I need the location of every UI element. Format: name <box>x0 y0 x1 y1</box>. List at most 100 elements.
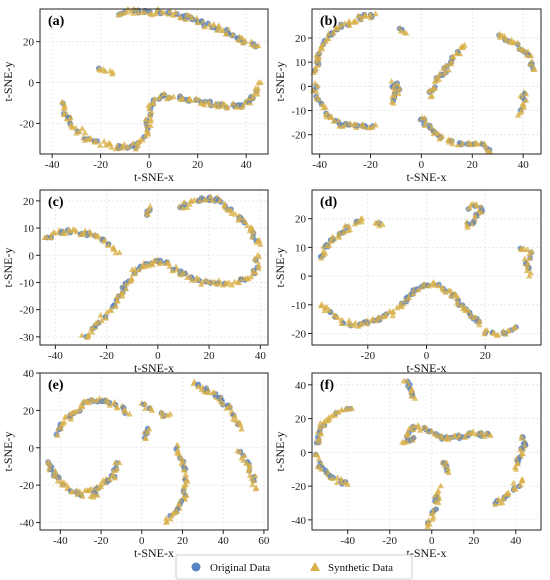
synthetic-point <box>325 307 333 313</box>
synthetic-point <box>481 433 488 439</box>
cluster-4 <box>425 41 468 100</box>
synthetic-point <box>255 237 262 244</box>
synthetic-point <box>103 309 111 315</box>
cluster-0 <box>115 5 262 50</box>
cluster-5 <box>424 482 444 530</box>
synthetic-point <box>358 218 365 225</box>
synthetic-point <box>236 448 244 455</box>
synthetic-point <box>186 200 193 207</box>
synthetic-point <box>411 394 419 401</box>
synthetic-point <box>390 99 397 106</box>
x-tick-label: -20 <box>360 350 375 362</box>
legend-original-marker <box>191 562 201 572</box>
synthetic-point <box>459 140 466 146</box>
y-tick-label: 10 <box>295 242 307 254</box>
synthetic-point <box>54 477 62 484</box>
panel-label: (f) <box>320 378 334 393</box>
synthetic-point <box>372 121 379 128</box>
y-tick-label: 0 <box>301 271 307 283</box>
synthetic-point <box>514 111 522 118</box>
cluster-1 <box>310 80 379 131</box>
y-tick-label: 20 <box>23 405 35 417</box>
synthetic-point <box>143 126 151 133</box>
synthetic-point <box>461 41 468 48</box>
synthetic-point <box>46 464 53 471</box>
synthetic-point <box>172 9 179 15</box>
synthetic-point <box>121 406 128 413</box>
synthetic-point <box>495 331 502 338</box>
synthetic-point <box>223 30 230 37</box>
synthetic-point <box>43 234 50 240</box>
synthetic-point <box>510 325 517 332</box>
y-tick-label: -10 <box>19 277 34 289</box>
cluster-7 <box>514 88 530 118</box>
synthetic-point <box>483 430 490 436</box>
axes-frame <box>311 8 542 155</box>
synthetic-point <box>237 421 244 428</box>
synthetic-point <box>409 388 416 395</box>
synthetic-point <box>348 405 356 411</box>
synthetic-point <box>352 18 360 25</box>
cluster-3 <box>141 425 153 441</box>
synthetic-point <box>518 433 525 440</box>
synthetic-point <box>476 317 483 324</box>
synthetic-point <box>318 45 326 52</box>
synthetic-point <box>442 62 450 68</box>
synthetic-point <box>437 482 444 489</box>
synthetic-point <box>206 279 213 285</box>
synthetic-point <box>114 297 121 304</box>
synthetic-point <box>482 327 489 334</box>
synthetic-point <box>177 14 184 20</box>
synthetic-point <box>178 460 185 466</box>
synthetic-point <box>345 222 352 229</box>
x-axis-label: t-SNE-x <box>134 361 174 375</box>
synthetic-point <box>376 315 383 321</box>
synthetic-point <box>528 61 535 67</box>
synthetic-point <box>161 90 168 97</box>
synthetic-point <box>88 328 96 335</box>
synthetic-point <box>445 66 452 73</box>
synthetic-point <box>422 118 430 125</box>
panel-a: -40 -20 0 20 40 -20 0 20 t-SNE-x t-SNE-y (a) <box>1 5 269 184</box>
synthetic-point <box>338 320 345 326</box>
cluster-8 <box>392 80 403 96</box>
synthetic-point <box>473 201 480 207</box>
synthetic-point <box>79 125 86 131</box>
synthetic-point <box>318 301 326 308</box>
synthetic-point <box>94 319 101 326</box>
synthetic-point <box>434 130 442 136</box>
y-tick-label: -20 <box>291 481 306 493</box>
synthetic-point <box>190 380 197 387</box>
synthetic-point <box>147 122 154 129</box>
synthetic-point <box>223 103 230 110</box>
synthetic-point <box>255 261 262 268</box>
y-tick-label: 10 <box>23 223 35 235</box>
synthetic-point <box>180 199 188 205</box>
synthetic-point <box>124 143 131 150</box>
synthetic-point <box>445 469 452 476</box>
cluster-6 <box>512 433 529 472</box>
synthetic-point <box>382 311 389 318</box>
legend-original-label: Original Data <box>210 562 270 574</box>
y-tick-label: 0 <box>29 78 35 90</box>
synthetic-point <box>521 245 528 252</box>
synthetic-point <box>402 29 410 36</box>
synthetic-point <box>435 76 443 82</box>
synthetic-point <box>321 307 328 313</box>
synthetic-point <box>346 317 353 324</box>
synthetic-point <box>414 422 422 428</box>
synthetic-point <box>469 428 477 435</box>
synthetic-point <box>132 145 139 152</box>
synthetic-point <box>329 475 336 481</box>
synthetic-point <box>358 215 366 222</box>
synthetic-point <box>142 116 149 122</box>
x-tick-label: -20 <box>363 159 378 171</box>
synthetic-point <box>447 287 455 294</box>
synthetic-point <box>257 79 264 85</box>
synthetic-point <box>110 400 118 406</box>
synthetic-point <box>344 481 351 487</box>
synthetic-point <box>334 479 341 485</box>
synthetic-point <box>395 90 402 96</box>
synthetic-point <box>249 94 256 101</box>
synthetic-point <box>472 212 479 219</box>
